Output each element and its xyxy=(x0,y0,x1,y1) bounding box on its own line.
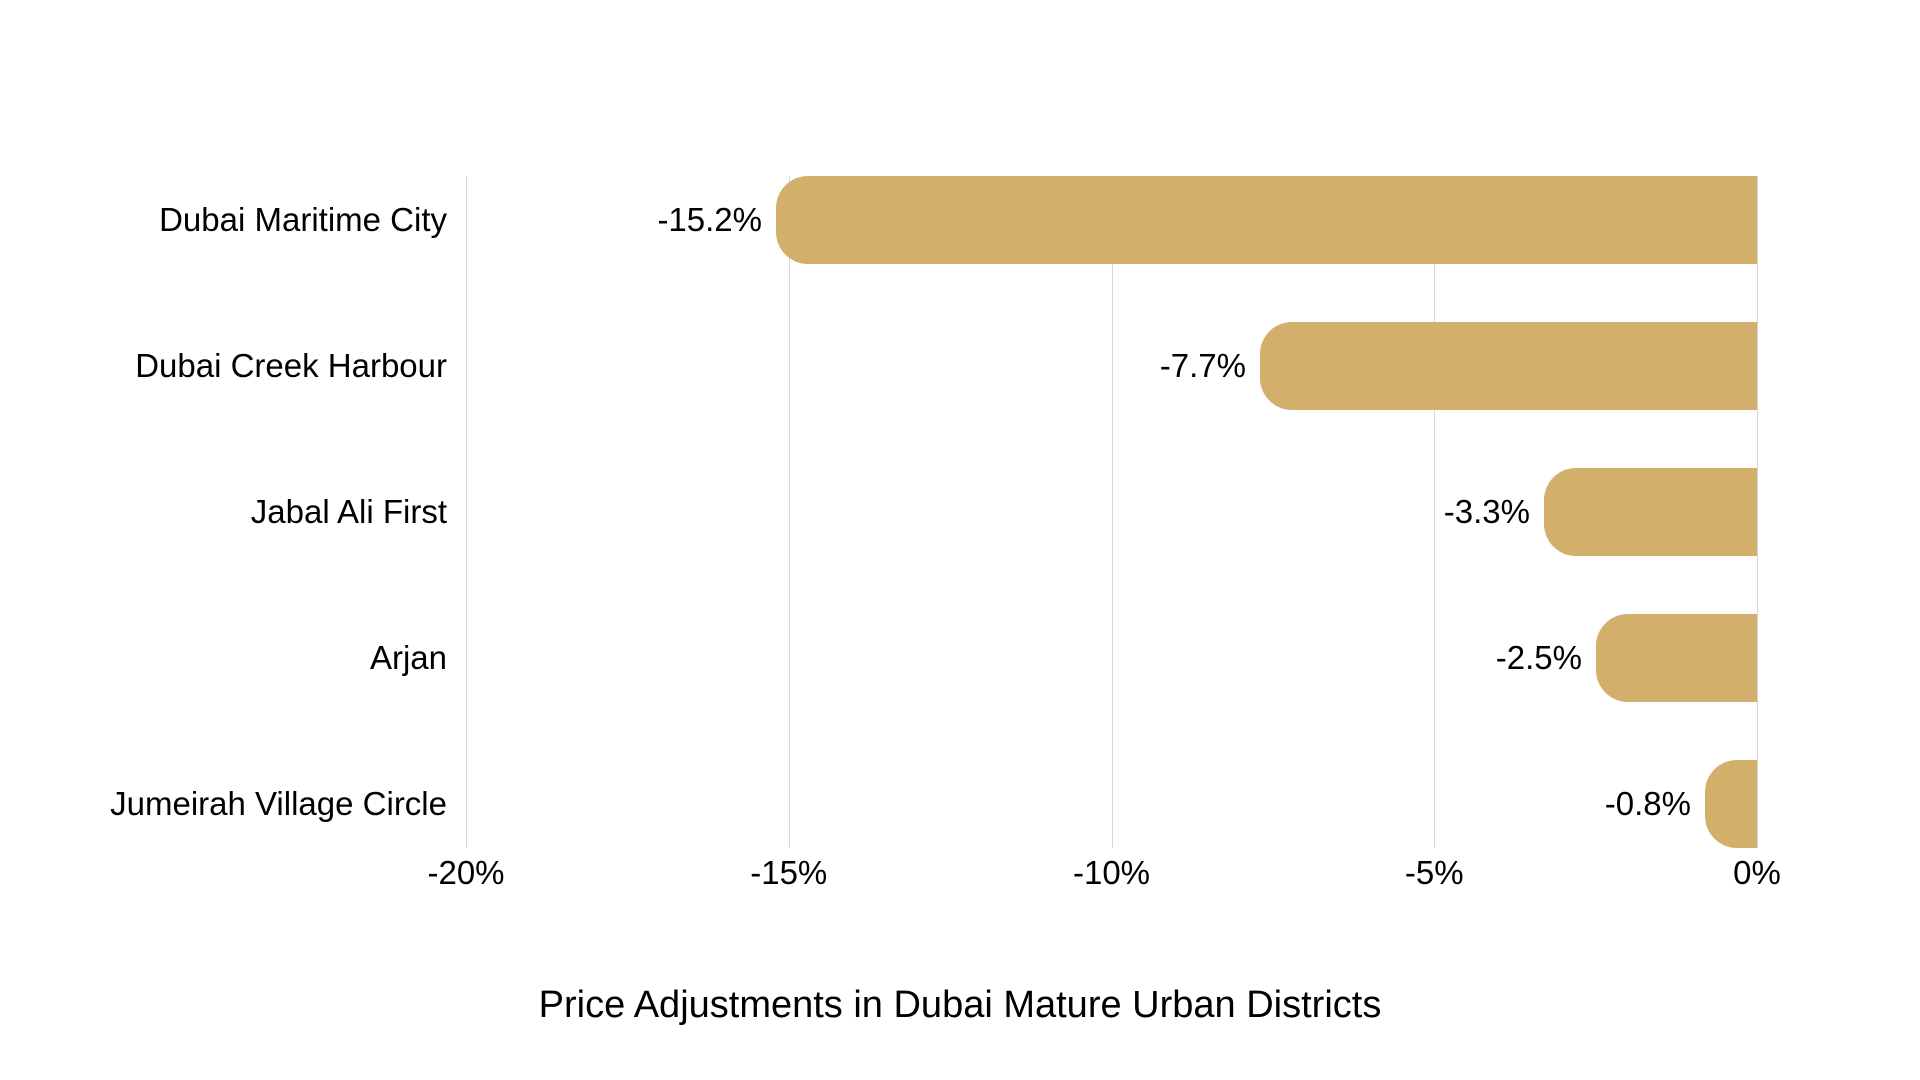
value-label: -15.2% xyxy=(657,201,762,238)
bar xyxy=(1260,322,1757,410)
x-tick-label: -20% xyxy=(427,854,505,891)
category-label: Jabal Ali First xyxy=(250,493,447,530)
category-label: Dubai Maritime City xyxy=(159,201,447,238)
x-tick-label: -10% xyxy=(1072,854,1151,891)
value-label: -3.3% xyxy=(1443,493,1530,530)
gridline--20 xyxy=(466,176,467,848)
bar xyxy=(1596,614,1757,702)
bar xyxy=(776,176,1757,264)
category-label: Dubai Creek Harbour xyxy=(135,347,447,384)
plot-area: -15.2% -7.7% -3.3% -2.5% -0.8% xyxy=(466,176,1758,848)
gridline--15 xyxy=(789,176,790,848)
bar xyxy=(1544,468,1757,556)
gridline--5 xyxy=(1434,176,1435,848)
bar xyxy=(1705,760,1757,848)
x-tick-label: -15% xyxy=(750,854,828,891)
x-tick-label: -5% xyxy=(1404,854,1464,891)
category-label: Arjan xyxy=(369,639,447,676)
value-label: -2.5% xyxy=(1495,639,1582,676)
x-tick-label: 0% xyxy=(1733,854,1781,891)
value-label: -0.8% xyxy=(1604,785,1691,822)
value-label: -7.7% xyxy=(1159,347,1246,384)
chart-title: Price Adjustments in Dubai Mature Urban … xyxy=(538,984,1382,1026)
gridline-0 xyxy=(1757,176,1758,848)
gridline--10 xyxy=(1112,176,1113,848)
category-label: Jumeirah Village Circle xyxy=(110,785,447,822)
